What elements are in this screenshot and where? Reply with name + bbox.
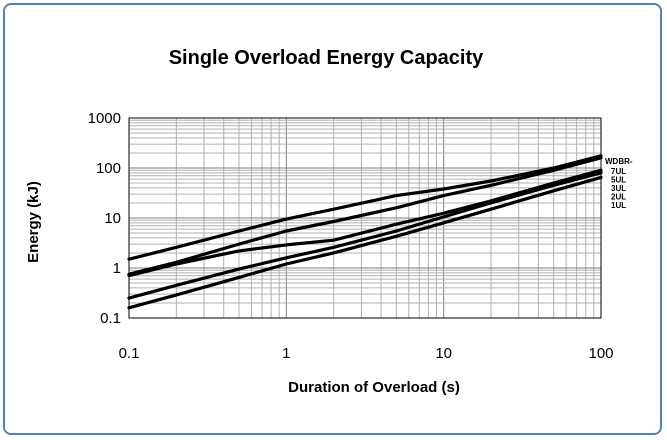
legend-header: WDBR- <box>605 157 633 166</box>
y-tick-label: 1 <box>113 260 121 277</box>
chart-title: Single Overload Energy Capacity <box>169 47 484 69</box>
legend-item-1ul: 1UL <box>611 201 626 210</box>
x-tick-label: 0.1 <box>119 345 140 362</box>
y-tick-label: 1000 <box>88 110 121 127</box>
x-axis-title: Duration of Overload (s) <box>288 379 460 396</box>
series-line-1ul <box>127 175 603 310</box>
legend-item-3ul: 3UL <box>611 184 626 193</box>
series-line-3ul <box>127 168 603 278</box>
x-tick-label: 1 <box>282 345 290 362</box>
series-line-2ul <box>127 171 603 300</box>
y-axis-title: Energy (kJ) <box>25 181 42 263</box>
y-tick-label: 100 <box>96 160 121 177</box>
legend-item-5ul: 5UL <box>611 176 626 185</box>
legend-item-2ul: 2UL <box>611 193 626 202</box>
series-lines <box>127 154 603 310</box>
x-tick-label: 100 <box>588 345 613 362</box>
x-tick-label: 10 <box>435 345 452 362</box>
series-line-5ul <box>127 156 603 276</box>
tick-labels: 0.1 1 10 100 0.1 1 10 100 1000 <box>88 110 614 362</box>
series-line-7ul <box>127 154 603 261</box>
chart-frame <box>3 3 662 435</box>
y-tick-label: 10 <box>104 210 121 227</box>
y-tick-label: 0.1 <box>100 310 121 327</box>
plot-area-border <box>128 117 602 319</box>
legend-item-7ul: 7UL <box>611 167 626 176</box>
